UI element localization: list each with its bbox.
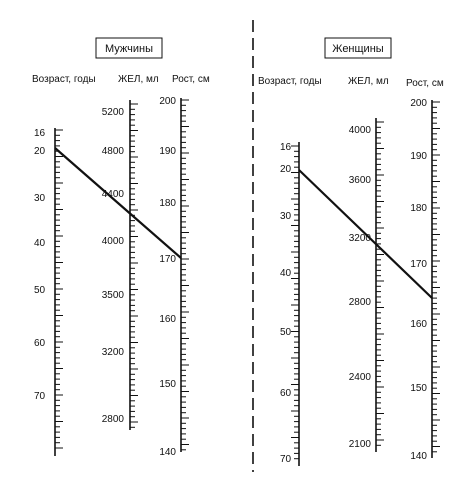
men-age-label-20: 20	[34, 146, 46, 157]
women-vc-label-2100: 2100	[349, 439, 372, 450]
women-height-ticks	[432, 101, 440, 453]
women-height-header: Рост, см	[406, 78, 444, 89]
men-vc-ticks	[130, 103, 138, 428]
women-height-label-200: 200	[410, 98, 427, 109]
men-height-label-160: 160	[159, 314, 176, 325]
men-vc-header: ЖЕЛ, мл	[118, 74, 159, 85]
women-title-box	[324, 37, 392, 59]
men-age-ticks	[55, 129, 63, 449]
men-vc-label-3200: 3200	[102, 347, 125, 358]
women-height-label-140: 140	[410, 451, 427, 462]
women-vc-ticks	[376, 121, 384, 446]
panel-women: Женщины Возраст, годы ЖЕЛ, мл Рост, см 1…	[258, 37, 444, 466]
men-age-header: Возраст, годы	[32, 74, 96, 85]
women-vc-label-2400: 2400	[349, 372, 372, 383]
women-vc-label-3200: 3200	[349, 233, 372, 244]
men-height-label-140: 140	[159, 447, 176, 458]
men-height-label-150: 150	[159, 379, 176, 390]
women-age-ticks	[291, 145, 299, 460]
men-height-label-180: 180	[159, 198, 176, 209]
women-vc-label-2800: 2800	[349, 297, 372, 308]
men-age-label-50: 50	[34, 285, 46, 296]
men-age-label-16: 16	[34, 128, 46, 139]
women-vc-label-4000: 4000	[349, 125, 372, 136]
women-age-label-70: 70	[280, 454, 292, 465]
women-age-label-60: 60	[280, 388, 292, 399]
women-age-label-30: 30	[280, 211, 292, 222]
men-vc-label-5200: 5200	[102, 107, 125, 118]
women-age-label-40: 40	[280, 268, 292, 279]
men-vc-label-4400: 4400	[102, 189, 125, 200]
men-age-label-40: 40	[34, 238, 46, 249]
men-vc-label-4800: 4800	[102, 146, 125, 157]
men-height-label-200: 200	[159, 96, 176, 107]
women-example-line	[298, 169, 433, 299]
women-age-label-20: 20	[280, 164, 292, 175]
men-vc-label-2800: 2800	[102, 414, 125, 425]
men-title-box	[95, 37, 163, 59]
women-height-label-180: 180	[410, 203, 427, 214]
women-vc-header: ЖЕЛ, мл	[348, 76, 389, 87]
women-age-label-50: 50	[280, 327, 292, 338]
women-age-header: Возраст, годы	[258, 76, 322, 87]
women-height-label-190: 190	[410, 151, 427, 162]
men-vc-label-3500: 3500	[102, 290, 125, 301]
men-age-label-30: 30	[34, 193, 46, 204]
men-height-label-170: 170	[159, 254, 176, 265]
men-height-ticks	[181, 99, 189, 451]
women-age-label-16: 16	[280, 142, 292, 153]
women-vc-label-3600: 3600	[349, 175, 372, 186]
women-height-label-150: 150	[410, 383, 427, 394]
women-height-label-170: 170	[410, 259, 427, 270]
men-age-label-60: 60	[34, 338, 46, 349]
men-height-label-190: 190	[159, 146, 176, 157]
men-vc-label-4000: 4000	[102, 236, 125, 247]
panel-men: Мужчины Возраст, годы ЖЕЛ, мл Рост, см 1…	[32, 37, 210, 458]
men-example-line	[54, 147, 182, 259]
men-height-header: Рост, см	[172, 74, 210, 85]
men-age-label-70: 70	[34, 391, 46, 402]
women-title: Женщины	[332, 43, 383, 55]
men-title: Мужчины	[105, 43, 153, 55]
women-height-label-160: 160	[410, 319, 427, 330]
